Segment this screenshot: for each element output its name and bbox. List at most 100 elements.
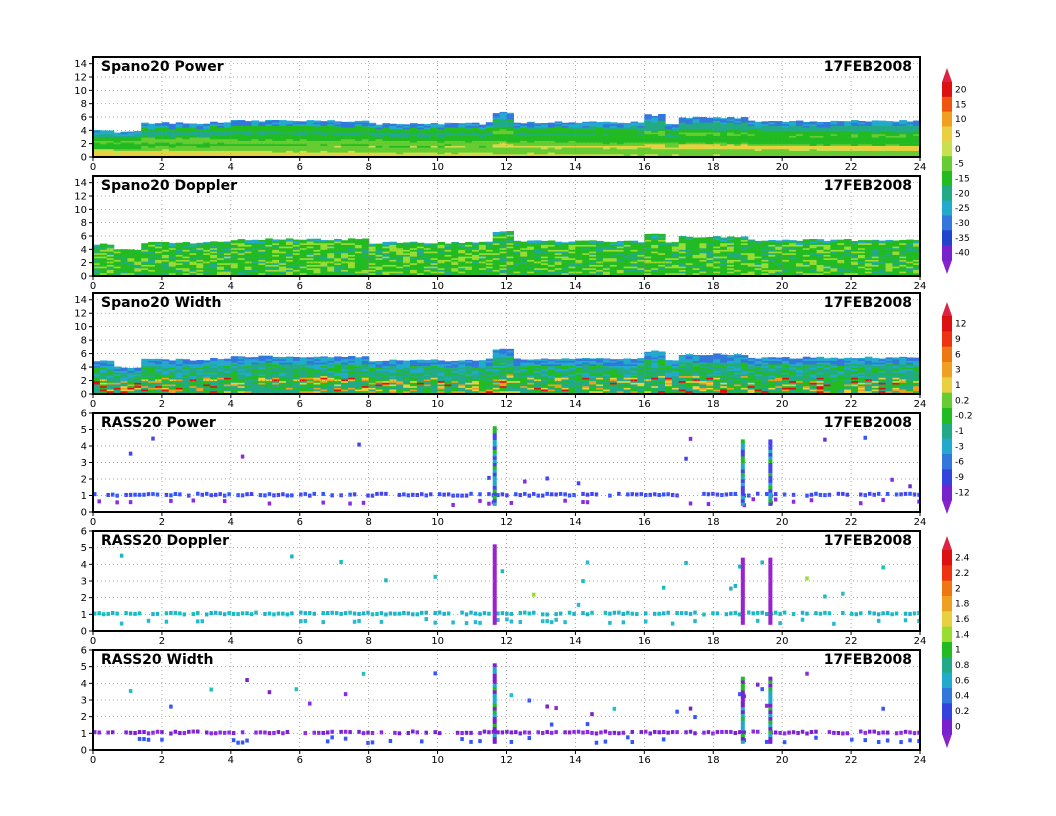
heatmap-cell [478, 147, 487, 150]
heatmap-cell [292, 138, 301, 141]
heatmap-cell [403, 135, 411, 138]
heatmap-cell [430, 133, 439, 136]
heatmap-cell [582, 133, 590, 136]
heatmap-cell [416, 252, 425, 255]
heatmap-cell [727, 142, 735, 145]
heatmap-cell [747, 244, 756, 247]
heatmap-cell [609, 138, 618, 141]
heatmap-cell [492, 261, 501, 264]
heatmap-cell [534, 153, 542, 156]
heatmap-cell [713, 137, 721, 140]
heatmap-cell [499, 128, 508, 131]
heatmap-cell [644, 256, 652, 259]
heatmap-cell [665, 246, 673, 249]
heatmap-cell [410, 133, 418, 136]
heatmap-cell [630, 152, 639, 155]
heatmap-cell [920, 130, 927, 132]
heatmap-cell [99, 130, 108, 133]
heatmap-cell [727, 128, 735, 131]
heatmap-cell [168, 133, 177, 136]
heatmap-cell [223, 123, 232, 126]
heatmap-cell [272, 152, 280, 155]
heatmap-cell [727, 249, 735, 252]
heatmap-cell [775, 138, 783, 141]
heatmap-cell [692, 145, 701, 148]
heatmap-cell [506, 262, 514, 265]
heatmap-cell [217, 147, 225, 150]
heatmap-cell [513, 257, 521, 260]
heatmap-cell [892, 122, 900, 125]
heatmap-cell [568, 266, 577, 269]
heatmap-cell [423, 143, 432, 146]
heatmap-cell [575, 241, 583, 244]
heatmap-cell [644, 147, 652, 150]
heatmap-cell [816, 239, 825, 242]
heatmap-cell [809, 133, 818, 136]
heatmap-cell [416, 256, 425, 259]
heatmap-cell [520, 128, 528, 131]
heatmap-cell [761, 242, 769, 245]
heatmap-cell [423, 137, 432, 140]
heatmap-cell [285, 120, 294, 123]
heatmap-cell [410, 251, 418, 254]
heatmap-cell [699, 272, 707, 275]
heatmap-cell [795, 272, 804, 275]
heatmap-cell [513, 246, 521, 249]
heatmap-cell [292, 125, 301, 128]
heatmap-cell [706, 123, 714, 126]
heatmap-cell [230, 244, 239, 247]
heatmap-cell [437, 137, 446, 140]
heatmap-cell [141, 152, 149, 155]
heatmap-cell [540, 254, 549, 257]
heatmap-cell [237, 241, 246, 244]
heatmap-cell [885, 147, 894, 150]
heatmap-cell [740, 142, 749, 145]
heatmap-cell [472, 137, 480, 140]
heatmap-cell [320, 266, 328, 269]
heatmap-cell [816, 257, 825, 260]
heatmap-cell [141, 252, 149, 255]
heatmap-cell [506, 237, 514, 240]
heatmap-cell [795, 244, 804, 247]
heatmap-cell [692, 254, 701, 257]
heatmap-cell [582, 246, 590, 249]
heatmap-cell [148, 267, 156, 270]
heatmap-cell [499, 142, 508, 145]
heatmap-cell [437, 132, 446, 135]
heatmap-cell [561, 254, 570, 257]
heatmap-cell [561, 152, 570, 155]
heatmap-cell [354, 242, 363, 245]
heatmap-cell [285, 140, 294, 143]
heatmap-cell [375, 262, 384, 265]
heatmap-cell [382, 249, 390, 252]
heatmap-cell [485, 271, 494, 274]
heatmap-cell [609, 122, 618, 125]
heatmap-cell [692, 147, 701, 150]
heatmap-cell [727, 135, 735, 138]
heatmap-cell [589, 267, 597, 270]
heatmap-cell [347, 152, 356, 155]
heatmap-cell [575, 132, 583, 135]
heatmap-cell [864, 142, 873, 145]
heatmap-cell [189, 262, 197, 265]
heatmap-cell [623, 135, 632, 138]
heatmap-cell [389, 259, 397, 262]
heatmap-cell [444, 135, 452, 138]
heatmap-cell [775, 127, 783, 130]
heatmap-cell [761, 145, 769, 148]
heatmap-cell [265, 251, 273, 254]
heatmap-cell [361, 257, 370, 260]
heatmap-cell [830, 120, 838, 123]
heatmap-cell [368, 153, 377, 156]
heatmap-cell [127, 153, 135, 156]
heatmap-cell [678, 246, 687, 249]
heatmap-cell [444, 133, 452, 136]
heatmap-cell [644, 247, 652, 250]
heatmap-cell [334, 239, 342, 242]
heatmap-cell [223, 249, 232, 252]
heatmap-cell [602, 242, 611, 245]
heatmap-cell [513, 147, 521, 150]
heatmap-cell [520, 257, 528, 260]
heatmap-cell [285, 246, 294, 249]
heatmap-cell [134, 145, 142, 148]
